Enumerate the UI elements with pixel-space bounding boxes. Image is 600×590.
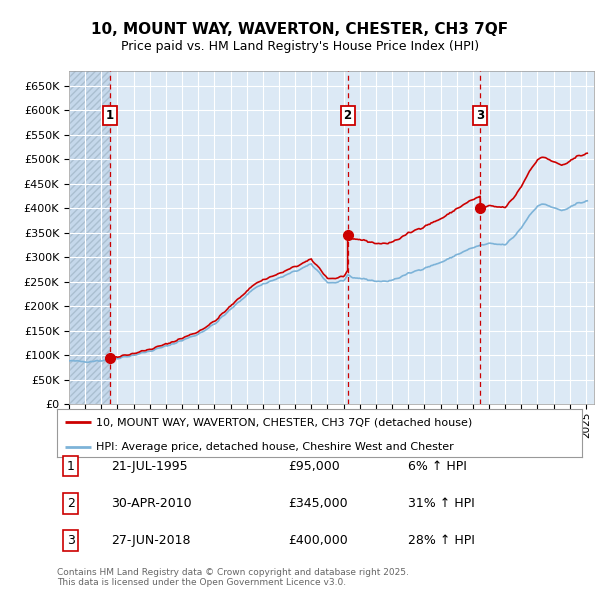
- Text: 21-JUL-1995: 21-JUL-1995: [111, 460, 188, 473]
- Text: 2: 2: [344, 109, 352, 122]
- Text: HPI: Average price, detached house, Cheshire West and Chester: HPI: Average price, detached house, Ches…: [97, 441, 454, 451]
- Text: 1: 1: [106, 109, 114, 122]
- Text: £345,000: £345,000: [288, 497, 347, 510]
- Text: Price paid vs. HM Land Registry's House Price Index (HPI): Price paid vs. HM Land Registry's House …: [121, 40, 479, 53]
- Text: 28% ↑ HPI: 28% ↑ HPI: [408, 534, 475, 547]
- Text: 2: 2: [67, 497, 75, 510]
- Bar: [69, 71, 110, 404]
- Text: 3: 3: [67, 534, 75, 547]
- Text: 1: 1: [67, 460, 75, 473]
- Text: 31% ↑ HPI: 31% ↑ HPI: [408, 497, 475, 510]
- Text: 30-APR-2010: 30-APR-2010: [111, 497, 191, 510]
- Text: 3: 3: [476, 109, 484, 122]
- Text: £95,000: £95,000: [288, 460, 340, 473]
- Text: 6% ↑ HPI: 6% ↑ HPI: [408, 460, 467, 473]
- Text: 10, MOUNT WAY, WAVERTON, CHESTER, CH3 7QF (detached house): 10, MOUNT WAY, WAVERTON, CHESTER, CH3 7Q…: [97, 417, 473, 427]
- Text: Contains HM Land Registry data © Crown copyright and database right 2025.
This d: Contains HM Land Registry data © Crown c…: [57, 568, 409, 587]
- Bar: [69, 71, 110, 404]
- Text: 27-JUN-2018: 27-JUN-2018: [111, 534, 191, 547]
- Text: 10, MOUNT WAY, WAVERTON, CHESTER, CH3 7QF: 10, MOUNT WAY, WAVERTON, CHESTER, CH3 7Q…: [91, 22, 509, 37]
- Text: £400,000: £400,000: [288, 534, 348, 547]
